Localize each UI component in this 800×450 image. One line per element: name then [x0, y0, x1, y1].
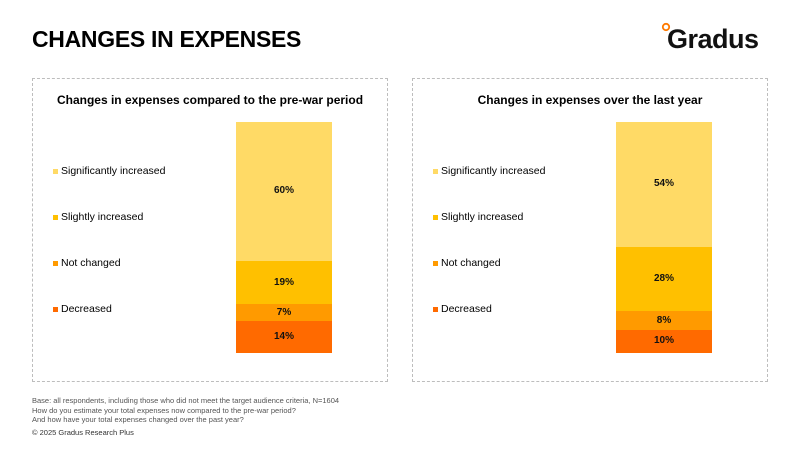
legend-swatch [53, 215, 58, 220]
data-label: 19% [273, 276, 294, 288]
legend-swatch [433, 261, 438, 266]
bar-segment [616, 329, 712, 353]
page-title: CHANGES IN EXPENSES [32, 26, 302, 52]
data-label: 54% [653, 178, 674, 190]
bar-segment [616, 122, 712, 247]
logo-sun-icon [661, 22, 671, 32]
data-label: 10% [653, 335, 674, 347]
gradus-logo: Gradus [660, 22, 772, 56]
legend-label: Not changed [61, 257, 121, 269]
footnote: Base: all respondents, including those w… [32, 396, 339, 425]
chart-title: Changes in expenses compared to the pre-… [56, 93, 364, 107]
legend-swatch [53, 307, 58, 312]
legend-swatch [53, 169, 58, 174]
logo-text: Gradus [667, 24, 759, 54]
footnote-question-1: How do you estimate your total expenses … [32, 405, 296, 415]
chart-panel-last-year: Changes in expenses over the last year S… [412, 78, 768, 382]
legend-swatch [433, 169, 438, 174]
bar-segment [236, 320, 332, 353]
data-label: 28% [653, 273, 674, 285]
data-label: 7% [276, 306, 292, 318]
legend-label: Decreased [61, 303, 112, 315]
chart-title: Changes in expenses over the last year [477, 93, 703, 107]
legend-label: Slightly increased [441, 211, 524, 223]
bar-segment [236, 260, 332, 305]
data-label: 14% [273, 330, 294, 342]
data-label: 8% [656, 314, 672, 326]
legend-label: Decreased [441, 303, 492, 315]
legend-label: Not changed [441, 257, 501, 269]
legend-swatch [433, 215, 438, 220]
bar-segment [236, 304, 332, 321]
stacked-bar: 60% 19% 7% 14% [236, 122, 332, 353]
bar-segment [616, 311, 712, 330]
footnote-base: Base: all respondents, including those w… [32, 396, 340, 405]
bar-segment [236, 122, 332, 261]
legend-swatch [53, 261, 58, 266]
legend-label: Significantly increased [61, 165, 166, 177]
copyright: © 2025 Gradus Research Plus [32, 428, 134, 437]
legend-label: Significantly increased [441, 165, 546, 177]
chart-panel-pre-war: Changes in expenses compared to the pre-… [32, 78, 388, 382]
data-label: 60% [273, 185, 294, 197]
legend-swatch [433, 307, 438, 312]
legend-label: Slightly increased [61, 211, 144, 223]
bar-segment [616, 246, 712, 312]
stacked-bar: 54% 28% 8% 10% [616, 122, 712, 353]
footnote-question-2: And how have your total expenses changed… [32, 415, 244, 424]
